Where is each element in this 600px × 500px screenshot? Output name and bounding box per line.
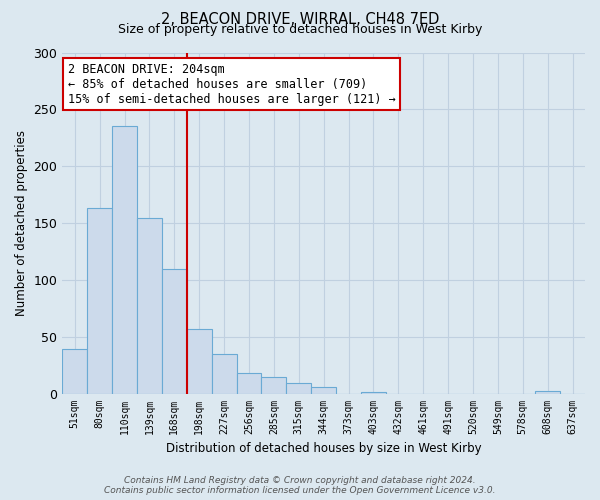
Bar xyxy=(87,208,112,394)
X-axis label: Distribution of detached houses by size in West Kirby: Distribution of detached houses by size … xyxy=(166,442,481,455)
Bar xyxy=(112,126,137,394)
Bar xyxy=(187,329,212,394)
Bar xyxy=(212,354,236,394)
Bar xyxy=(361,392,386,394)
Bar xyxy=(62,349,87,394)
Y-axis label: Number of detached properties: Number of detached properties xyxy=(15,130,28,316)
Bar xyxy=(286,384,311,394)
Text: 2, BEACON DRIVE, WIRRAL, CH48 7ED: 2, BEACON DRIVE, WIRRAL, CH48 7ED xyxy=(161,12,439,28)
Bar xyxy=(236,373,262,394)
Bar xyxy=(311,386,336,394)
Bar xyxy=(535,392,560,394)
Text: 2 BEACON DRIVE: 204sqm
← 85% of detached houses are smaller (709)
15% of semi-de: 2 BEACON DRIVE: 204sqm ← 85% of detached… xyxy=(68,62,395,106)
Bar xyxy=(162,268,187,394)
Bar xyxy=(137,218,162,394)
Text: Contains HM Land Registry data © Crown copyright and database right 2024.
Contai: Contains HM Land Registry data © Crown c… xyxy=(104,476,496,495)
Bar xyxy=(262,376,286,394)
Text: Size of property relative to detached houses in West Kirby: Size of property relative to detached ho… xyxy=(118,22,482,36)
